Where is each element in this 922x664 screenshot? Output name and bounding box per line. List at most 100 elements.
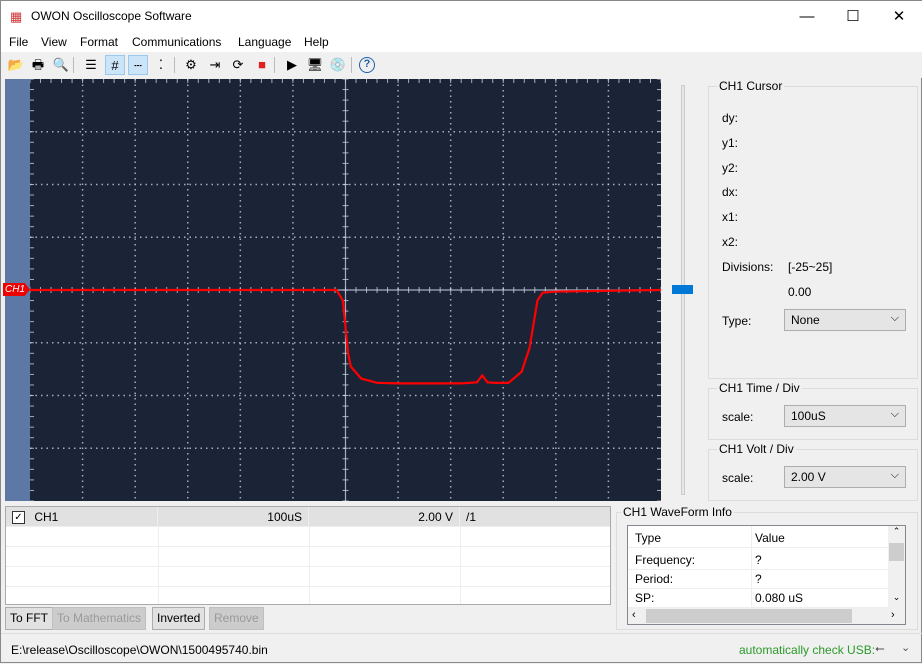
x2-label: x2:	[722, 235, 739, 249]
scroll-down-icon[interactable]: ⌄	[892, 592, 901, 602]
info-value: ?	[755, 553, 762, 567]
export-video-icon[interactable]: ▶	[287, 57, 297, 72]
dx-label: dx:	[722, 185, 739, 199]
column-divider	[460, 527, 461, 604]
trigger-level-slider[interactable]	[670, 85, 700, 495]
dy-label: dy:	[722, 111, 739, 125]
toolbar-separator	[274, 57, 275, 73]
column-divider	[158, 527, 159, 604]
info-key: Period:	[635, 572, 674, 586]
refresh-icon[interactable]: ⟳	[232, 57, 244, 72]
column-divider	[309, 527, 310, 604]
waveform-info-group: CH1 WaveForm Info	[616, 505, 918, 630]
channel-time: 100uS	[158, 507, 309, 527]
info-key: Frequency:	[635, 553, 696, 567]
dotted-line-icon[interactable]: ┄	[128, 55, 148, 75]
ch1-level-marker[interactable]: CH1	[3, 283, 30, 296]
time-div-title: CH1 Time / Div	[717, 381, 802, 395]
menu-format[interactable]: Format	[80, 35, 119, 49]
volt-div-group: CH1 Volt / Div scale: 2.00 V ⌵	[708, 442, 918, 501]
column-divider	[751, 526, 752, 608]
close-button[interactable]: ✕	[892, 8, 906, 25]
info-value: 0.080 uS	[755, 591, 804, 605]
title-bar: ▦ OWON Oscilloscope Software — ☐ ✕	[1, 1, 922, 32]
x1-label: x1:	[722, 210, 739, 224]
menu-communications[interactable]: Communications	[132, 35, 222, 49]
toolbar-separator	[351, 57, 352, 73]
menu-help[interactable]: Help	[304, 35, 329, 49]
disk-icon[interactable]: 💿	[329, 57, 347, 72]
time-scale-select[interactable]: 100uS ⌵	[784, 405, 906, 427]
scroll-thumb[interactable]	[889, 543, 904, 561]
slider-thumb[interactable]	[672, 285, 693, 294]
import-icon[interactable]: ⇥	[209, 57, 221, 72]
time-scale-value: 100uS	[791, 409, 826, 423]
channel-table: ✓ CH1 100uS 2.00 V /1	[5, 506, 611, 605]
scroll-thumb[interactable]	[646, 609, 852, 623]
divisions-value: 0.00	[788, 285, 812, 299]
menu-file[interactable]: File	[9, 35, 29, 49]
type-header: Type	[635, 531, 662, 545]
time-scale-label: scale:	[722, 410, 754, 424]
toolbar-separator	[73, 57, 74, 73]
cursor-type-select[interactable]: None ⌵	[784, 309, 906, 331]
menu-view[interactable]: View	[41, 35, 67, 49]
chevron-down-icon: ⌵	[890, 312, 899, 324]
remove-button[interactable]: Remove	[209, 607, 264, 630]
list-item: SP: 0.080 uS	[628, 589, 888, 608]
table-row	[6, 567, 610, 587]
info-header: Type Value	[628, 529, 888, 548]
monitor-icon[interactable]: 🖥	[306, 57, 324, 72]
print-preview-icon[interactable]: 🔍	[52, 57, 70, 72]
stop-icon[interactable]: ■	[258, 57, 266, 72]
cursor-group: CH1 Cursor dy: y1: y2: dx: x1: x2: Divis…	[708, 79, 918, 379]
scroll-left-icon[interactable]: ‹	[632, 609, 636, 621]
oscilloscope-display[interactable]	[29, 78, 662, 502]
to-mathematics-button[interactable]: To Mathematics	[52, 607, 147, 630]
horizontal-scrollbar[interactable]: ‹ ›	[628, 608, 905, 624]
settings-gears-icon[interactable]: ⚙	[185, 57, 197, 72]
list-item: Period:?	[628, 570, 888, 589]
status-bar: E:\release\Oscilloscope\OWON\1500495740.…	[1, 633, 922, 664]
cursor-group-title: CH1 Cursor	[717, 79, 785, 93]
type-label: Type:	[722, 314, 752, 328]
cursor-type-value: None	[791, 313, 820, 327]
minimize-button[interactable]: —	[799, 8, 815, 25]
divisions-label: Divisions:	[722, 260, 774, 274]
open-folder-icon[interactable]: 📂	[7, 57, 25, 72]
waveform-trace	[30, 288, 662, 385]
y1-label: y1:	[722, 136, 739, 150]
inverted-button[interactable]: Inverted	[152, 607, 206, 630]
help-icon[interactable]: ?	[359, 57, 375, 73]
list-item: Frequency:?	[628, 551, 888, 570]
usb-status: automatically check USB:	[739, 643, 876, 657]
scroll-up-icon[interactable]: ⌃	[892, 526, 901, 536]
chevron-down-icon[interactable]: ⌄	[901, 642, 911, 654]
toolbar-separator	[174, 57, 175, 73]
table-row	[6, 527, 610, 547]
print-icon[interactable]: 🖶	[31, 57, 45, 72]
y2-label: y2:	[722, 161, 739, 175]
grid-icon[interactable]: #	[105, 55, 125, 75]
menu-bar: File View Format Communications Language…	[1, 32, 922, 52]
maximize-button[interactable]: ☐	[846, 8, 860, 25]
window-title: OWON Oscilloscope Software	[31, 9, 192, 23]
info-value: ?	[755, 572, 762, 586]
volt-scale-select[interactable]: 2.00 V ⌵	[784, 466, 906, 488]
vertical-scrollbar[interactable]: ⌃ ⌄	[888, 526, 905, 608]
scroll-right-icon[interactable]: ›	[891, 609, 895, 621]
divisions-range: [-25~25]	[788, 260, 833, 274]
app-icon: ▦	[10, 9, 23, 24]
dots-icon[interactable]: ⁚	[158, 57, 164, 72]
ch1-checkbox[interactable]: ✓	[12, 511, 25, 525]
table-row[interactable]: ✓ CH1 100uS 2.00 V /1	[6, 507, 610, 527]
waveform-info-title: CH1 WaveForm Info	[621, 505, 734, 519]
menu-language[interactable]: Language	[238, 35, 292, 49]
channel-probe: /1	[466, 510, 477, 524]
list-icon[interactable]: ☰	[85, 57, 97, 72]
chevron-down-icon: ⌵	[890, 408, 899, 420]
to-fft-button[interactable]: To FFT	[5, 607, 53, 630]
channel-volt: 2.00 V	[309, 507, 460, 527]
usb-icon: ⭠	[875, 641, 885, 655]
volt-scale-value: 2.00 V	[791, 470, 826, 484]
